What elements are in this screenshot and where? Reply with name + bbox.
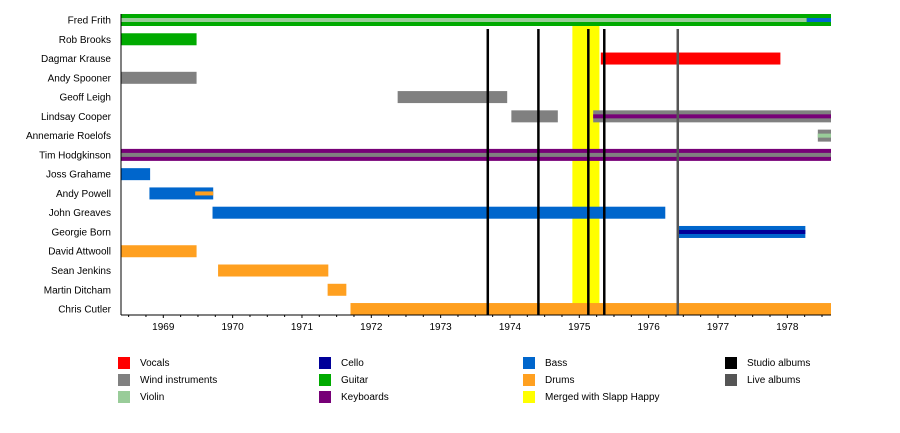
- bar-bass: [149, 187, 214, 200]
- legend-wind: Wind instruments: [118, 373, 217, 387]
- legend-swatch: [118, 374, 130, 386]
- legend-swatch: [523, 357, 535, 369]
- legend-violin: Violin: [118, 390, 164, 404]
- bar-violin: [121, 18, 807, 22]
- legend-bass: Bass: [523, 356, 567, 370]
- legend-label: Live albums: [747, 374, 801, 386]
- legend-keyboards: Keyboards: [319, 390, 389, 404]
- member-label: Joss Grahame: [46, 170, 111, 181]
- legend-label: Bass: [545, 357, 568, 369]
- x-tick-label: 1974: [499, 322, 522, 333]
- bar-bass: [212, 206, 666, 219]
- member-label: Tim Hodgkinson: [39, 150, 111, 161]
- x-tick-label: 1973: [430, 322, 453, 333]
- legend-guitar: Guitar: [319, 373, 368, 387]
- bar-wind-instruments: [121, 71, 197, 84]
- bar-keyboards: [593, 114, 831, 119]
- bar-bass: [806, 18, 831, 22]
- x-tick-label: 1976: [638, 322, 661, 333]
- x-tick-label: 1975: [568, 322, 591, 333]
- member-label: John Greaves: [49, 208, 111, 219]
- legend-swatch: [319, 374, 331, 386]
- bar-wind-instruments: [397, 91, 508, 104]
- legend-label: Cello: [341, 357, 364, 369]
- member-label: Rob Brooks: [59, 35, 111, 46]
- member-label: Lindsay Cooper: [41, 112, 112, 123]
- legend-label: Vocals: [140, 357, 170, 369]
- bar-drums: [327, 283, 347, 296]
- legend-label: Drums: [545, 374, 575, 386]
- legend-label: Wind instruments: [140, 374, 218, 386]
- x-tick-label: 1970: [222, 322, 245, 333]
- bar-wind-instruments: [511, 110, 558, 123]
- merged-period-band: [572, 14, 600, 315]
- x-tick-label: 1971: [291, 322, 314, 333]
- legend-label: Merged with Slapp Happy: [545, 391, 660, 403]
- member-label: Andy Powell: [56, 189, 111, 200]
- member-label: Fred Frith: [68, 16, 111, 27]
- x-tick-label: 1977: [707, 322, 730, 333]
- member-label: Chris Cutler: [58, 305, 111, 316]
- bar-drums: [350, 303, 831, 316]
- bar-drums: [218, 264, 329, 277]
- member-label: Andy Spooner: [48, 73, 112, 84]
- bar-drums: [121, 245, 197, 258]
- x-tick-label: 1969: [152, 322, 175, 333]
- legend-drums: Drums: [523, 373, 574, 387]
- bar-guitar: [121, 33, 197, 46]
- legend-label: Guitar: [341, 374, 369, 386]
- member-label: Sean Jenkins: [51, 266, 111, 277]
- member-label: Geoff Leigh: [59, 93, 111, 104]
- bar-cello: [678, 229, 806, 234]
- bar-wind-instruments: [121, 152, 831, 157]
- member-label: Martin Ditcham: [44, 285, 111, 296]
- x-tick-label: 1978: [776, 322, 799, 333]
- legend-live-albums: Live albums: [725, 373, 800, 387]
- legend-swatch: [319, 391, 331, 403]
- legend-cello: Cello: [319, 356, 364, 370]
- bar-drums: [195, 191, 214, 196]
- bar-violin: [817, 133, 831, 138]
- legend-swatch: [319, 357, 331, 369]
- legend-label: Keyboards: [341, 391, 389, 403]
- x-tick-label: 1972: [360, 322, 383, 333]
- member-label: Georgie Born: [52, 227, 111, 238]
- legend-swatch: [523, 391, 535, 403]
- legend-merged: Merged with Slapp Happy: [523, 390, 660, 404]
- legend-swatch: [725, 374, 737, 386]
- legend-swatch: [118, 391, 130, 403]
- legend-swatch: [725, 357, 737, 369]
- member-label: Dagmar Krause: [41, 54, 111, 65]
- timeline-chart: Fred Frith Rob Brooks Dagmar Krause Andy Sp…: [26, 14, 831, 333]
- legend-swatch: [118, 357, 130, 369]
- member-label: David Attwooll: [48, 247, 111, 258]
- legend-swatch: [523, 374, 535, 386]
- bar-bass: [121, 168, 151, 181]
- bar-vocals: [600, 52, 781, 65]
- legend-label: Studio albums: [747, 357, 811, 369]
- member-label: Annemarie Roelofs: [26, 131, 111, 142]
- legend-label: Violin: [140, 391, 165, 403]
- legend-vocals: Vocals: [118, 356, 169, 370]
- legend-studio-albums: Studio albums: [725, 356, 810, 370]
